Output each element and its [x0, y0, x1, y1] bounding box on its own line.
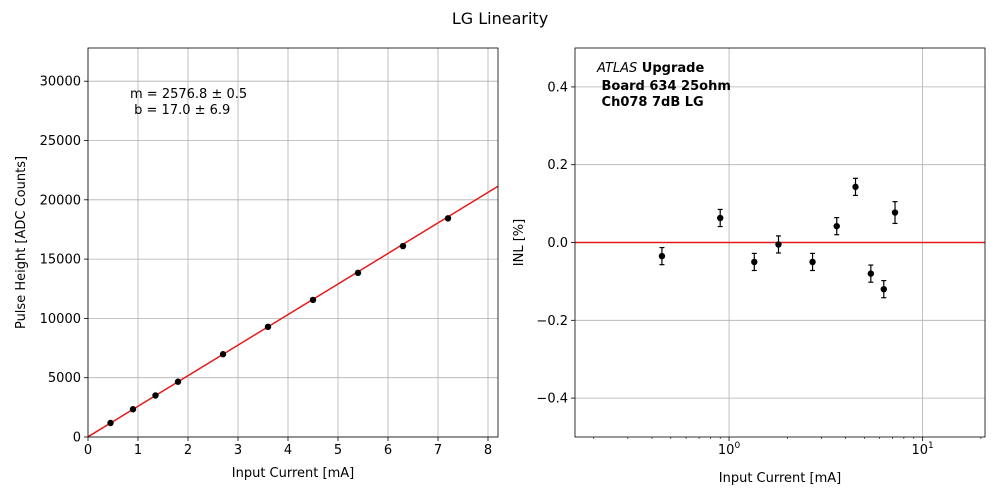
x-tick-label: 3	[234, 443, 242, 458]
data-point	[833, 222, 840, 230]
y-tick-label: −0.4	[536, 392, 568, 407]
y-tick-label: 10000	[40, 312, 81, 327]
y-axis-label: INL [%]	[512, 219, 527, 266]
data-point	[867, 270, 875, 277]
y-tick-label: 15000	[40, 253, 81, 268]
x-tick-label: 0	[84, 443, 92, 458]
y-tick-label: 30000	[40, 75, 81, 90]
data-point	[852, 183, 859, 191]
experiment-label-bold: Upgrade	[637, 61, 704, 76]
data-point	[809, 258, 816, 266]
x-tick-base: 10	[718, 443, 735, 458]
y-tick-label: 5000	[48, 371, 81, 386]
axes-frame	[574, 47, 986, 438]
x-tick-label: 7	[434, 443, 442, 458]
x-tick-label: 6	[384, 443, 392, 458]
data-point	[107, 419, 114, 427]
experiment-label-italic: ATLAS	[596, 61, 637, 76]
data-point	[880, 285, 887, 293]
x-tick-label: 1	[134, 443, 142, 458]
data-point	[309, 296, 317, 304]
data-point	[444, 215, 452, 222]
x-tick-label: 5	[334, 443, 342, 458]
fit-annotation: m = 2576.8 ± 0.5 b = 17.0 ± 6.9	[130, 87, 247, 118]
y-axis-label: Pulse Height [ADC Counts]	[14, 156, 29, 329]
x-tick-label: 4	[284, 443, 292, 458]
x-axis-label: Input Current [mA]	[232, 466, 354, 481]
data-point	[399, 242, 407, 250]
data-point	[717, 214, 724, 222]
x-tick-exponent: 1	[928, 441, 934, 451]
y-tick-label: 0	[73, 431, 81, 446]
x-axis-label: Input Current [mA]	[719, 471, 841, 486]
data-point	[264, 323, 272, 331]
data-point	[751, 258, 758, 266]
data-point	[219, 351, 227, 358]
figure-title: LG Linearity	[452, 9, 548, 28]
y-tick-label: 20000	[40, 193, 81, 208]
y-tick-label: 25000	[40, 134, 81, 149]
data-point	[354, 269, 362, 277]
data-point	[775, 241, 782, 248]
y-tick-label: −0.2	[536, 314, 568, 329]
board-label-line: Board 634 25ohm	[597, 79, 731, 94]
x-tick-label: 101	[911, 441, 933, 458]
x-tick-label: 8	[484, 443, 492, 458]
experiment-label: ATLAS Upgrade	[596, 61, 704, 76]
data-point	[891, 209, 899, 216]
y-tick-label: 0.0	[547, 236, 568, 251]
data-point	[174, 378, 182, 385]
data-point	[152, 392, 159, 399]
fit-annotation-line: b = 17.0 ± 6.9	[130, 103, 230, 118]
x-tick-exponent: 0	[734, 441, 740, 451]
y-tick-label: 0.4	[547, 80, 568, 95]
x-tick-label: 100	[718, 441, 741, 458]
board-label-line: Ch078 7dB LG	[597, 95, 704, 110]
y-tick-label: 0.2	[547, 158, 568, 173]
x-tick-base: 10	[911, 443, 928, 458]
fit-line	[87, 185, 499, 438]
data-point	[658, 252, 666, 260]
x-tick-label: 2	[184, 443, 192, 458]
fit-annotation-line: m = 2576.8 ± 0.5	[130, 87, 247, 102]
linearity-panel: 0 1 2 3 4 5 6 7 8 0 5000 10000 15000 20000 25000 30000 m…	[14, 47, 499, 481]
data-point	[129, 406, 137, 413]
axes-frame	[87, 47, 499, 438]
